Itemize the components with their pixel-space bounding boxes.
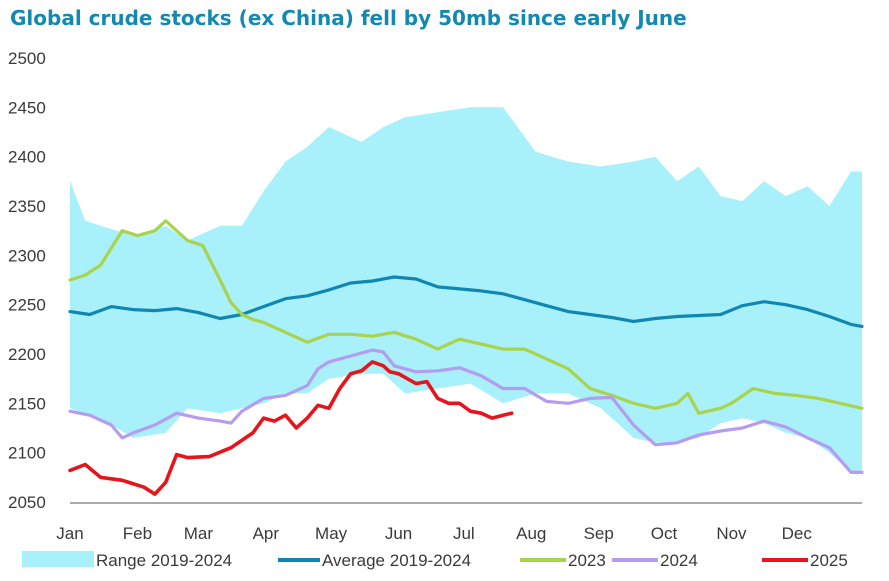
x-tick-label: Aug <box>516 524 546 543</box>
y-tick-label: 2200 <box>8 345 46 364</box>
x-tick-label: Mar <box>184 524 214 543</box>
series-line-2025 <box>68 360 514 496</box>
chart-title: Global crude stocks (ex China) fell by 5… <box>10 6 687 30</box>
y-tick-label: 2050 <box>8 493 46 512</box>
y-tick-label: 2450 <box>8 98 46 117</box>
series-line-2023 <box>68 219 864 415</box>
legend-label-2024: 2024 <box>660 551 698 570</box>
series-lines-layer <box>68 219 864 496</box>
y-tick-label: 2500 <box>8 49 46 68</box>
y-tick-label: 2100 <box>8 444 46 463</box>
legend-label-2025: 2025 <box>810 551 848 570</box>
legend: Range 2019-2024 Average 2019-2024 2023 2024… <box>22 551 848 570</box>
x-tick-label: Jul <box>453 524 475 543</box>
series-line-average <box>68 275 864 328</box>
series-line-2024 <box>68 348 864 474</box>
legend-label-range: Range 2019-2024 <box>96 551 232 570</box>
x-tick-label: Dec <box>782 524 813 543</box>
legend-label-average: Average 2019-2024 <box>322 551 471 570</box>
y-tick-label: 2350 <box>8 197 46 216</box>
x-tick-label: Feb <box>123 524 152 543</box>
y-tick-label: 2150 <box>8 394 46 413</box>
legend-swatch-range <box>22 551 94 567</box>
x-tick-label: Nov <box>716 524 747 543</box>
x-tick-label: Oct <box>651 524 678 543</box>
y-tick-label: 2400 <box>8 148 46 167</box>
x-tick-label: Jun <box>385 524 412 543</box>
x-tick-label: Apr <box>253 524 280 543</box>
y-tick-label: 2250 <box>8 296 46 315</box>
x-tick-label: Jan <box>56 524 83 543</box>
axes-layer: 2050 2100 2150 2200 2250 2300 2350 2400 2450 2500… <box>8 49 862 543</box>
x-tick-label: Sep <box>584 524 614 543</box>
x-tick-label: May <box>315 524 348 543</box>
legend-label-2023: 2023 <box>568 551 606 570</box>
y-tick-label: 2300 <box>8 246 46 265</box>
